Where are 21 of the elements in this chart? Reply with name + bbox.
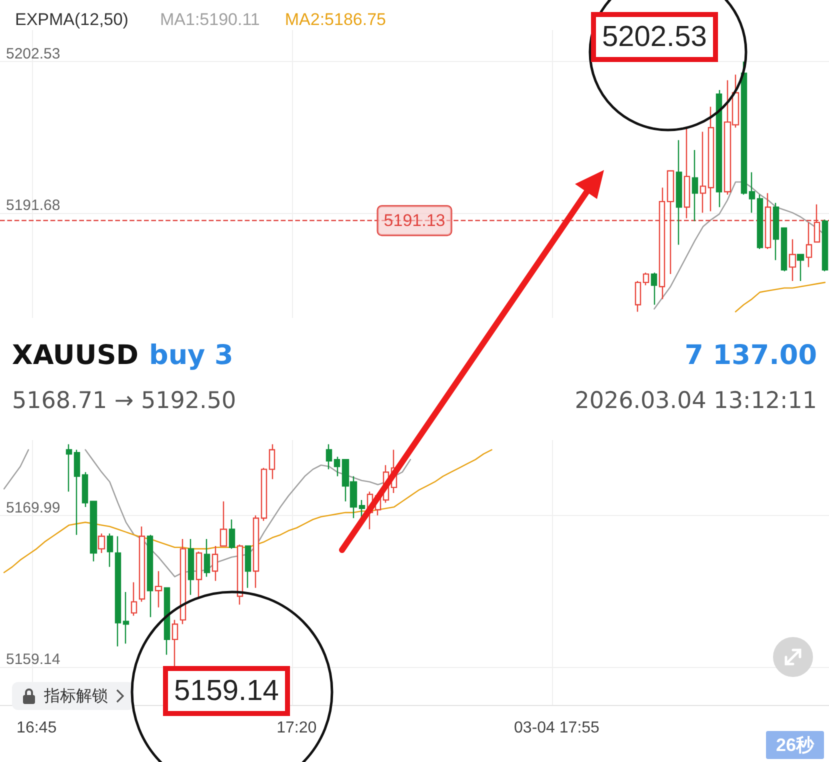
x-tick-label: 17:20 [276,720,317,736]
annotation: buy 3 [149,340,234,371]
annotation: 指标解锁 [44,686,108,706]
annotation: 2026.03.04 13:12:11 [574,388,817,414]
y-tick-label: 5202.53 [6,46,60,63]
y-tick-label: 5191.68 [6,196,60,214]
y-tick-label: 5159.14 [6,650,60,668]
unlock-button: 指标解锁 [12,682,134,710]
chart-title: EXPMA(12,50) [15,10,128,29]
annotation: XAUUSD [12,340,139,371]
annotation: 5168.71 → 5192.50 [12,388,236,414]
text: MA1:5190.11 [160,10,260,29]
y-tick-label: 5169.99 [6,499,60,516]
annotation: 7 137.00 [684,340,817,371]
x-tick-label: 03-04 17:55 [514,720,600,736]
annotation: 5159.14 [163,666,290,716]
text: 26秒 [766,731,824,759]
annotation: 5202.53 [591,12,718,62]
text: MA2:5186.75 [284,10,386,29]
x-tick-label: 16:45 [16,720,57,736]
ref-line-label: 5191.13 [384,211,446,230]
